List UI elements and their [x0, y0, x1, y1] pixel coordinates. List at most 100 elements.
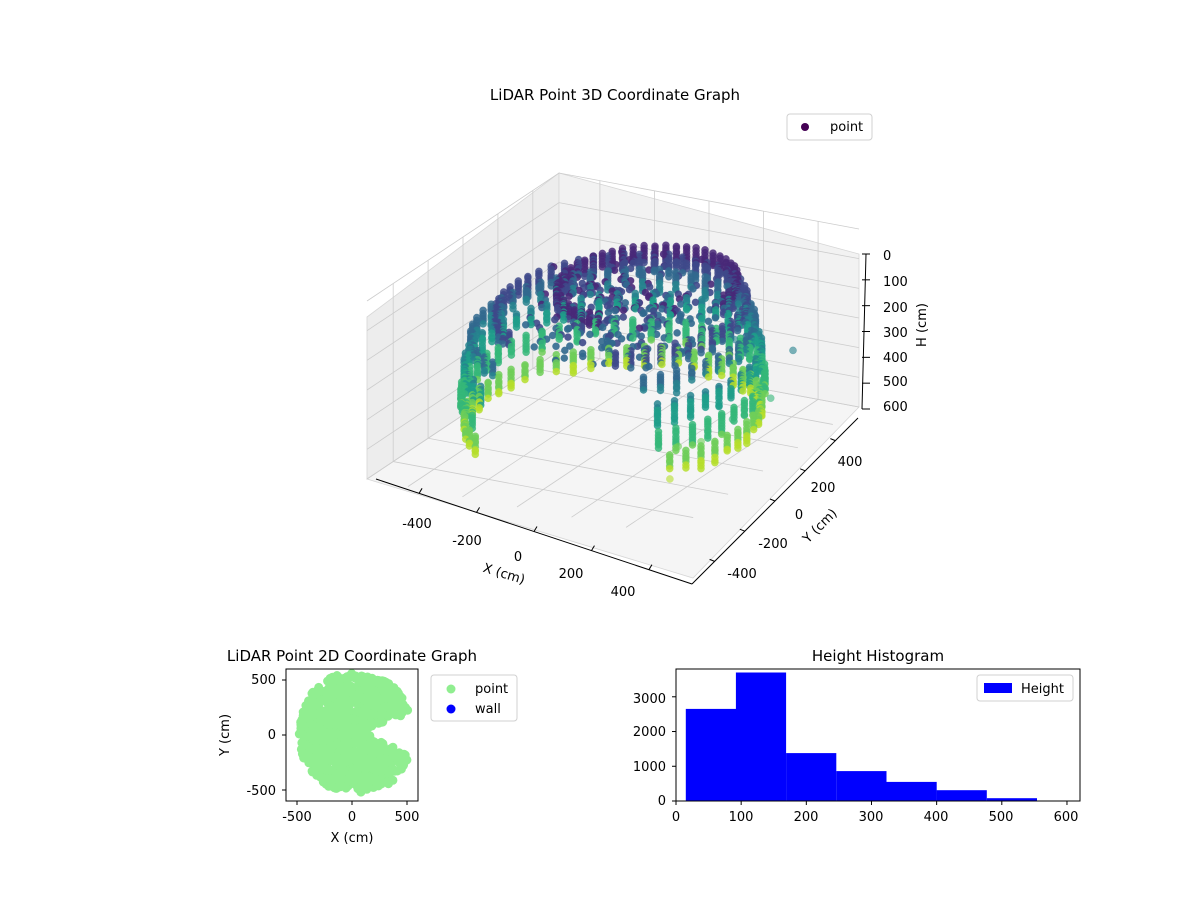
scatter3d-point [578, 338, 587, 347]
scatter2d-point [302, 702, 312, 712]
scatter3d-point [563, 325, 572, 333]
scatter3d-wall-gridline [366, 172, 860, 302]
scatter3d-x-tick [418, 488, 423, 494]
scatter3d-point [629, 334, 637, 342]
scatter3d-y-tick-label: 400 [838, 455, 863, 470]
scatter3d-point [617, 334, 626, 343]
scatter2d-point [322, 735, 332, 745]
scatter3d-point [688, 441, 697, 449]
scatter3d-point [672, 446, 680, 455]
scatter2d-point [350, 673, 360, 683]
scatter3d-legend: point [786, 113, 873, 141]
scatter3d-y-tick-label: -400 [727, 567, 757, 582]
scatter3d-point [564, 333, 572, 341]
scatter3d-x-tick-label: 0 [514, 550, 522, 565]
scatter2d-point [328, 741, 338, 751]
scatter3d-point [611, 362, 620, 370]
scatter3d-point [552, 342, 560, 351]
scatter3d-point [697, 464, 705, 473]
scatter3d-point [586, 290, 595, 299]
scatter3d-point [536, 368, 544, 377]
scatter2d-ticks [282, 679, 408, 805]
scatter3d-floor-gridline [532, 368, 833, 425]
scatter2d-point [316, 753, 326, 763]
scatter2d-point [338, 720, 348, 730]
scatter3d-point [560, 354, 569, 362]
scatter3d-y-tick [799, 468, 806, 472]
scatter3d-y-tick [830, 438, 836, 442]
scatter3d-point [723, 447, 732, 455]
histogram-legend-swatch [984, 683, 1012, 693]
scatter2d-point [328, 703, 338, 712]
scatter3d-legend-label: point [830, 120, 863, 135]
histogram-bar [735, 672, 787, 801]
histogram-x-tick-label: 200 [794, 810, 819, 825]
scatter2d-point [384, 755, 394, 765]
scatter3d-point [561, 346, 569, 355]
histogram-x-tick-label: 500 [989, 810, 1014, 825]
scatter2d-title: LiDAR Point 2D Coordinate Graph [227, 647, 477, 665]
scatter3d-point [488, 337, 496, 346]
scatter2d-y-axis-label: Y (cm) [218, 714, 233, 757]
scatter3d-z-tick-label: 500 [883, 375, 908, 390]
scatter3d-point [552, 367, 561, 376]
scatter2d-point [340, 751, 350, 761]
scatter2d-point [326, 780, 336, 790]
scatter2d-point [334, 690, 344, 700]
scatter3d-point [704, 373, 713, 381]
scatter3d-wall-gridline [366, 202, 860, 331]
scatter3d-point [530, 343, 539, 351]
scatter2d-point [325, 673, 335, 683]
scatter3d-point [665, 272, 673, 281]
histogram-y-tick-label: 0 [658, 794, 666, 809]
scatter2d-point [378, 681, 388, 691]
scatter3d-x-tick [648, 564, 653, 570]
scatter3d-point [507, 351, 516, 359]
scatter3d-point [658, 360, 666, 369]
scatter2d-points [294, 669, 413, 797]
histogram-x-tick-label: 300 [859, 810, 884, 825]
histogram-bar [685, 708, 736, 801]
scatter2d-point [336, 761, 346, 771]
scatter3d-point [619, 313, 628, 321]
scatter3d-y-tick [739, 528, 746, 532]
scatter2d-point [356, 722, 365, 732]
scatter2d-point [355, 707, 364, 717]
scatter2d-point [359, 677, 369, 687]
scatter2d-point [353, 689, 363, 699]
scatter2d-point [343, 741, 353, 751]
scatter2d-point [294, 729, 304, 739]
scatter3d-points [456, 241, 797, 483]
scatter3d-point [587, 364, 595, 373]
scatter3d-z-tick-label: 100 [883, 275, 908, 290]
histogram-bar [786, 753, 837, 801]
scatter3d-point [665, 335, 673, 344]
histogram-bars [685, 672, 1067, 801]
scatter2d-point [304, 742, 314, 752]
scatter2d-x-axis-label: X (cm) [331, 831, 374, 846]
scatter2d-point [389, 708, 399, 718]
scatter3d-point [727, 394, 735, 402]
scatter2d-point [363, 740, 373, 750]
scatter2d-point [346, 683, 356, 693]
scatter2d-x-tick-label: 500 [395, 810, 420, 825]
scatter3d-legend-marker [801, 123, 809, 131]
scatter3d-point [711, 458, 719, 467]
scatter2d-point [383, 747, 393, 757]
scatter2d-point [392, 749, 402, 758]
scatter2d-point [320, 764, 330, 774]
scatter3d-point [637, 332, 646, 341]
scatter3d-z-tick-label: 600 [883, 400, 908, 415]
scatter3d-point [569, 369, 578, 377]
scatter3d-point [654, 444, 663, 452]
scatter3d-point [471, 450, 480, 459]
scatter3d-point [512, 323, 521, 331]
scatter3d-point [639, 386, 648, 394]
scatter3d-x-tick [476, 507, 480, 513]
scatter2d-point [349, 764, 359, 774]
scatter3d-y-tick [769, 498, 776, 502]
scatter2d-point [307, 694, 317, 704]
histogram-bar [936, 790, 987, 801]
scatter2d-point [367, 751, 377, 761]
scatter3d-point [682, 464, 690, 472]
